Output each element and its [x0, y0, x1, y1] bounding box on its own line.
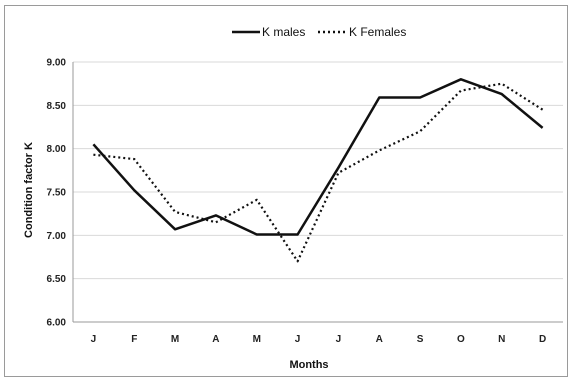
x-tick-label: S: [417, 334, 424, 345]
y-axis-title: Condition factor K: [23, 142, 35, 238]
gridlines: [73, 61, 563, 280]
x-tick-label: D: [539, 334, 546, 345]
y-tick-label: 9.00: [47, 58, 67, 69]
x-tick-label: A: [212, 334, 219, 345]
x-tick-label: M: [253, 334, 261, 345]
y-tick-label: 7.50: [47, 188, 67, 199]
y-tick-label: 7.00: [47, 231, 67, 242]
y-tick-label: 8.00: [47, 144, 67, 155]
y-tick-label: 6.50: [47, 274, 67, 285]
x-tick-label: J: [295, 334, 301, 345]
legend: K males K Females: [232, 25, 406, 39]
x-tick-label: J: [91, 334, 97, 345]
x-axis-title: Months: [289, 359, 328, 371]
x-tick-label: J: [336, 334, 342, 345]
y-tick-labels: 6.00 6.50 7.00 7.50 8.00 8.50 9.00: [47, 58, 67, 329]
x-tick-label: A: [376, 334, 383, 345]
x-tick-label: O: [457, 334, 465, 345]
y-tick-label: 8.50: [47, 101, 67, 112]
x-tick-label: F: [131, 334, 137, 345]
chart-frame: [4, 5, 568, 377]
x-tick-label: M: [171, 334, 179, 345]
series-line-females: [93, 82, 544, 263]
series-line-males: [92, 78, 544, 236]
y-tick-label: 6.00: [47, 318, 67, 329]
series-lines: [92, 78, 544, 263]
legend-label-males: K males: [262, 25, 305, 39]
axes: [72, 62, 563, 323]
x-tick-label: N: [498, 334, 505, 345]
legend-label-females: K Females: [349, 25, 406, 39]
